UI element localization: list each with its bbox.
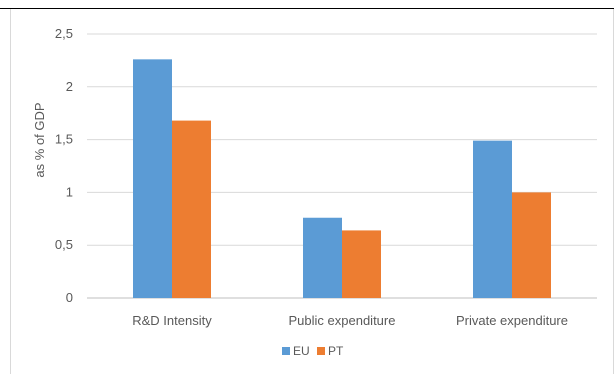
legend-swatch-eu	[282, 347, 290, 355]
y-tick-label: 2,5	[55, 26, 73, 41]
y-axis-title: as % of GDP	[32, 102, 47, 177]
legend-swatch-pt	[317, 347, 325, 355]
bar-eu	[303, 217, 342, 298]
bar-eu	[473, 140, 512, 298]
y-tick-label: 2	[66, 79, 73, 94]
y-axis-ticks: 0 0,5 1 1,5 2 2,5	[55, 26, 73, 305]
y-tick-label: 1,5	[55, 132, 73, 147]
x-tick-label: Private expenditure	[456, 313, 568, 328]
y-tick-label: 0,5	[55, 237, 73, 252]
y-tick-label: 0	[66, 290, 73, 305]
bar-pt	[342, 230, 381, 298]
x-tick-label: R&D Intensity	[132, 313, 212, 328]
chart-frame-left	[10, 9, 11, 374]
bar-pt	[172, 120, 211, 298]
legend-label-pt: PT	[328, 344, 344, 358]
bar-eu	[133, 59, 172, 299]
y-tick-label: 1	[66, 184, 73, 199]
legend: EU PT	[282, 344, 344, 358]
legend-label-eu: EU	[293, 344, 310, 358]
bars	[133, 59, 551, 299]
bar-pt	[512, 192, 551, 298]
chart-frame-top	[0, 8, 614, 9]
x-axis-labels: R&D Intensity Public expenditure Private e…	[132, 313, 568, 328]
x-tick-label: Public expenditure	[289, 313, 396, 328]
